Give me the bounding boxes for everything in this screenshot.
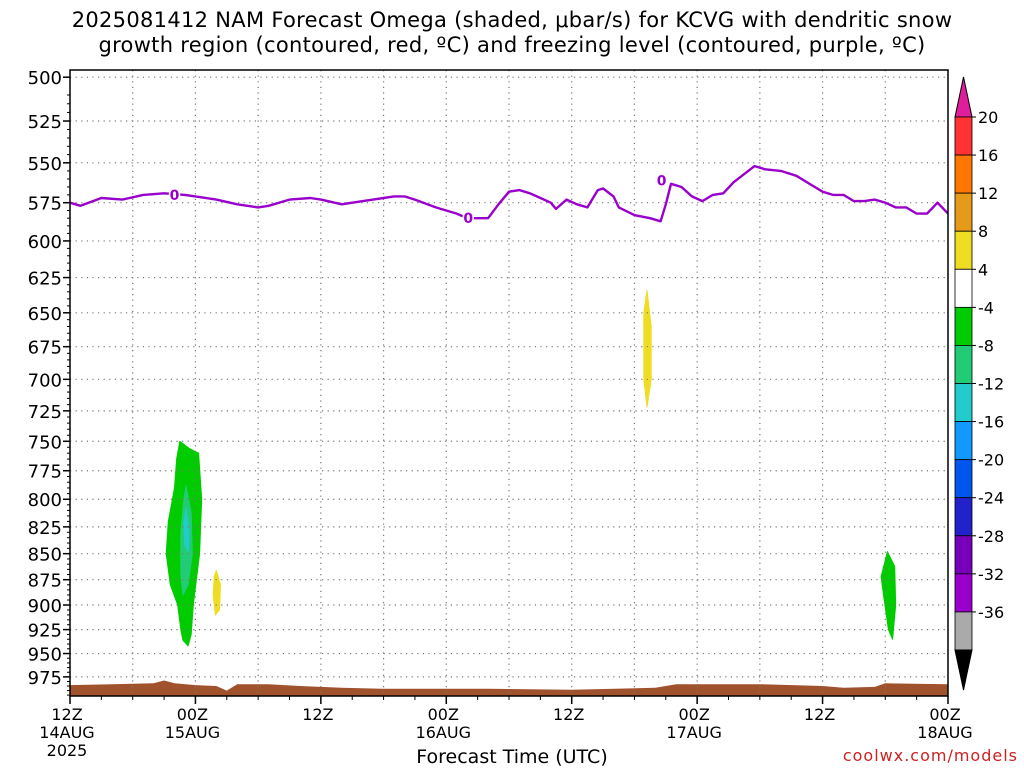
y-tick-label: 650 [28,304,62,325]
colorbar-swatch [954,345,973,384]
y-tick-label: 550 [28,154,62,175]
y-tick-label: 725 [28,402,62,423]
colorbar-swatch [954,192,973,232]
colorbar-bottom-arrow [954,649,973,691]
colorbar-swatch [954,421,973,461]
x-tick-label: 12Z [51,705,82,724]
x-tick-label: 00Z [177,705,208,724]
colorbar-label: 20 [978,108,998,127]
freezing-level-label: 0 [463,211,473,227]
y-tick-label: 575 [28,194,62,215]
colorbar-swatch [954,611,973,651]
y-tick-label: 675 [28,338,62,359]
colorbar-label: -8 [978,336,994,355]
colorbar-label: -20 [978,451,1004,470]
x-tick-label: 00Z [428,705,459,724]
colorbar-swatch [954,535,973,575]
colorbar: 20 16 12 8 4 -4 -8 -12 -16 -20 -24 -28 -32 -36 [954,76,1004,691]
colorbar-label: -16 [978,413,1004,432]
x-tick-label: 17AUG [666,723,721,742]
omega-region-5 [643,289,652,408]
y-tick-label: 525 [28,112,62,133]
x-tick-label: 15AUG [165,723,220,742]
colorbar-swatch [954,306,973,346]
omega-region-6 [880,551,897,640]
colorbar-label: 12 [978,184,998,203]
x-tick-label: 14AUG [39,723,94,742]
y-tick-label: 800 [28,490,62,511]
credit-text: coolwx.com/models [842,746,1018,765]
y-tick-label: 875 [28,571,62,592]
colorbar-label: -32 [978,565,1004,584]
x-tick-label: 16AUG [416,723,471,742]
y-tick-label: 500 [28,68,62,89]
colorbar-label: 4 [978,260,988,279]
y-tick-label: 975 [28,668,62,689]
x-tick-label: 2025 [47,741,88,760]
colorbar-top-arrow [954,76,973,118]
chart-title-line-2: growth region (contoured, red, ºC) and f… [98,33,926,57]
y-tick-label: 850 [28,545,62,566]
x-tick-label: 00Z [678,705,709,724]
y-tick-label: 700 [28,370,62,391]
colorbar-swatch [954,116,973,156]
plot-area: 0 0 0 [70,70,948,696]
colorbar-label: -24 [978,489,1004,508]
omega-region-4 [212,569,221,616]
colorbar-label: -28 [978,527,1004,546]
colorbar-label: -36 [978,603,1004,622]
x-tick-label: 12Z [302,705,333,724]
y-tick-label: 775 [28,462,62,483]
x-tick-label: 12Z [553,705,584,724]
surface-terrain [70,680,948,696]
colorbar-swatch [954,383,973,422]
colorbar-swatch [954,459,973,499]
colorbar-swatch [954,268,973,308]
freezing-level-label: 0 [657,174,667,190]
x-tick-label: 12Z [804,705,835,724]
freezing-level-label: 0 [170,188,180,204]
y-tick-label: 825 [28,518,62,539]
colorbar-swatch [954,230,973,270]
chart-title: 2025081412 NAM Forecast Omega (shaded, μ… [0,8,1024,58]
y-tick-label: 625 [28,269,62,290]
y-tick-label: 600 [28,232,62,253]
colorbar-swatch [954,497,973,537]
chart-title-line-1: 2025081412 NAM Forecast Omega (shaded, μ… [71,8,953,32]
x-tick-label: 00Z [929,705,960,724]
colorbar-label: -4 [978,298,994,317]
y-tick-label: 950 [28,645,62,666]
colorbar-label: 8 [978,222,988,241]
x-axis-label: Forecast Time (UTC) [416,746,608,768]
omega-region-3 [183,507,190,553]
y-tick-label: 900 [28,596,62,617]
y-tick-label: 750 [28,432,62,453]
x-tick-label: 18AUG [917,723,972,742]
colorbar-label: -12 [978,375,1004,394]
freezing-level-line [70,164,948,223]
colorbar-label: 16 [978,146,998,165]
colorbar-swatch [954,573,973,613]
y-tick-label: 925 [28,621,62,642]
colorbar-swatch [954,154,973,194]
